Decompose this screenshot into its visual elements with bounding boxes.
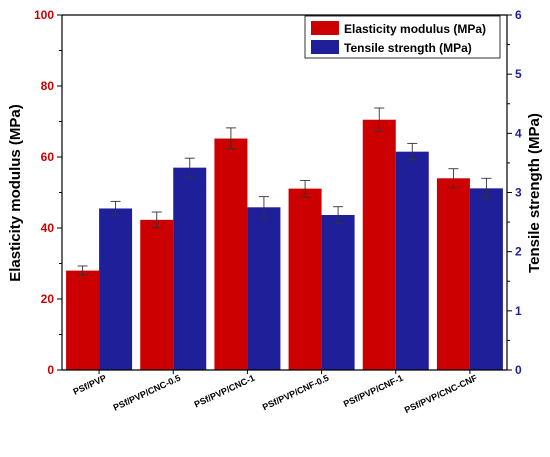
right-y-axis-title: Tensile strength (MPa) [526, 113, 543, 273]
bar-tensile-1 [99, 208, 133, 370]
bar-tensile-5 [395, 151, 429, 370]
category-labels-layer: PSf/PVP PSf/PVP/CNC-0.5 PSf/PVP/CNC-1 PSf/P… [72, 373, 480, 416]
right-tick-label: 1 [515, 304, 522, 318]
x-category-label: PSf/PVP/CNC-1 [193, 373, 257, 410]
error-bar-elasticity-2 [151, 211, 162, 229]
right-tick-label: 6 [515, 8, 522, 22]
left-tick-label: 0 [47, 363, 54, 377]
chart-legend: Elasticity modulus (MPa) Tensile strengt… [304, 15, 501, 59]
legend-swatch-elasticity [311, 21, 339, 35]
bar-elasticity-3 [214, 138, 248, 370]
error-bar-tensile-6 [481, 177, 492, 199]
error-bar-elasticity-4 [300, 179, 311, 198]
x-category-label: PSf/PVP [72, 373, 108, 397]
bar-elasticity-1 [66, 270, 100, 370]
bars-layer [66, 119, 503, 370]
left-y-axis-title: Elasticity modulus (MPa) [7, 104, 24, 282]
left-tick-label: 100 [34, 8, 54, 22]
legend-swatch-tensile [311, 40, 339, 54]
x-category-label: PSf/PVP/CNC-CNF [403, 373, 479, 416]
right-tick-label: 2 [515, 245, 522, 259]
left-tick-label: 60 [41, 150, 55, 164]
right-tick-label: 4 [515, 126, 522, 140]
x-category-label: PSf/PVP/CNC-0.5 [112, 373, 182, 413]
left-tick-label: 40 [41, 221, 55, 235]
left-tick-label: 80 [41, 79, 55, 93]
right-tick-label: 5 [515, 67, 522, 81]
error-bar-elasticity-6 [448, 168, 459, 189]
bar-elasticity-5 [362, 119, 396, 370]
bar-tensile-2 [173, 167, 207, 370]
x-category-label: PSf/PVP/CNF-0.5 [261, 373, 331, 413]
error-bar-elasticity-1 [77, 265, 88, 276]
error-bar-tensile-4 [333, 206, 344, 224]
left-tick-label: 20 [41, 292, 55, 306]
bar-elasticity-6 [436, 178, 470, 370]
x-category-label: PSf/PVP/CNF-1 [342, 373, 405, 409]
error-bar-tensile-1 [110, 200, 121, 217]
error-bar-elasticity-3 [225, 127, 236, 150]
bar-tensile-6 [469, 188, 503, 370]
error-bar-tensile-5 [407, 142, 418, 161]
bar-elasticity-2 [140, 219, 174, 370]
error-bar-tensile-3 [258, 196, 269, 219]
bar-elasticity-4 [288, 188, 322, 370]
error-bars-layer [77, 107, 492, 276]
legend-label-tensile: Tensile strength (MPa) [344, 41, 472, 55]
right-tick-label: 3 [515, 186, 522, 200]
error-bar-elasticity-5 [374, 107, 385, 132]
bar-tensile-4 [321, 214, 355, 370]
legend-label-elasticity: Elasticity modulus (MPa) [344, 22, 486, 36]
bar-tensile-3 [247, 207, 281, 370]
error-bar-tensile-2 [184, 157, 195, 178]
ticks-layer: 0 20 40 60 80 100 0 1 2 3 4 5 6 [34, 8, 522, 377]
right-tick-label: 0 [515, 363, 522, 377]
